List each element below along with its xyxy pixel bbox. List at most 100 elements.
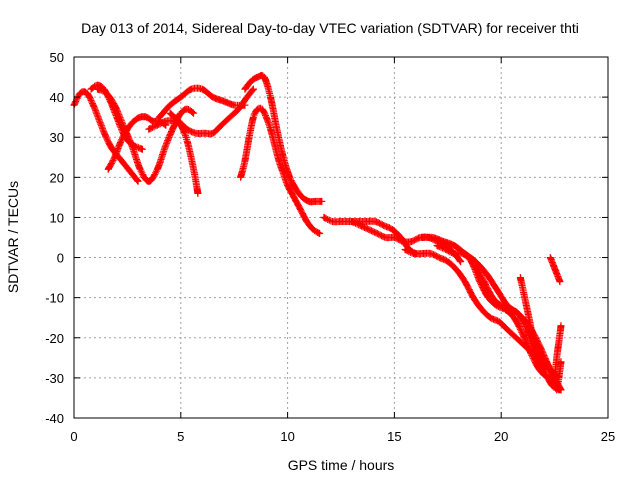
- data-point: [243, 88, 246, 91]
- grid-layer: [74, 57, 608, 418]
- data-point: [513, 316, 516, 319]
- data-point: [228, 116, 231, 119]
- y-tick-label: 50: [50, 50, 64, 65]
- data-point: [474, 264, 477, 267]
- data-point: [192, 168, 195, 171]
- data-point: [250, 80, 253, 83]
- data-point: [194, 132, 197, 135]
- data-point: [318, 232, 321, 235]
- data-point: [401, 240, 404, 243]
- data-point: [549, 368, 552, 371]
- data-point: [177, 120, 180, 123]
- data-point: [275, 128, 278, 131]
- data-point: [105, 92, 108, 95]
- data-point: [517, 312, 520, 315]
- data-point: [132, 120, 135, 123]
- series-markers: [551, 322, 565, 382]
- series-track-09: [241, 71, 326, 206]
- data-point: [463, 280, 466, 283]
- x-tick-label: 0: [70, 429, 77, 444]
- series-track-08: [237, 104, 324, 237]
- data-point: [431, 236, 434, 239]
- data-point: [367, 228, 370, 231]
- data-point: [463, 252, 466, 255]
- data-point: [359, 224, 362, 227]
- x-tick-label: 5: [177, 429, 184, 444]
- data-point: [542, 368, 545, 371]
- data-point: [498, 320, 501, 323]
- series-track-07: [155, 84, 249, 121]
- data-point: [288, 176, 291, 179]
- data-point: [211, 96, 214, 99]
- data-point: [515, 336, 518, 339]
- data-point: [478, 280, 481, 283]
- series-markers: [546, 254, 564, 286]
- data-point: [156, 168, 159, 171]
- data-point: [446, 260, 449, 263]
- x-tick-label: 25: [601, 429, 615, 444]
- plot-frame: [73, 56, 609, 419]
- data-point: [246, 96, 249, 99]
- data-point: [211, 132, 214, 135]
- series-track-05: [145, 117, 202, 197]
- data-point: [92, 104, 95, 107]
- y-tick-label: 30: [50, 130, 64, 145]
- data-point: [551, 384, 554, 387]
- data-point: [256, 108, 259, 111]
- data-point: [158, 116, 161, 119]
- data-layer: [70, 71, 565, 394]
- data-point: [295, 188, 298, 191]
- data-point: [190, 88, 193, 91]
- data-point: [164, 120, 167, 123]
- data-point: [156, 124, 159, 127]
- data-point: [508, 308, 511, 311]
- data-point: [164, 144, 167, 147]
- data-point: [239, 176, 242, 179]
- data-point: [384, 236, 387, 239]
- data-point: [374, 220, 377, 223]
- data-point: [322, 216, 325, 219]
- data-point: [196, 192, 199, 195]
- data-point: [147, 128, 150, 131]
- data-point: [203, 132, 206, 135]
- data-point: [269, 96, 272, 99]
- data-point: [525, 328, 528, 331]
- data-point: [393, 236, 396, 239]
- y-axis-label: SDTVAR / TECUs: [5, 181, 21, 293]
- data-point: [79, 92, 82, 95]
- data-point: [119, 140, 122, 143]
- data-point: [293, 196, 296, 199]
- data-point: [523, 296, 526, 299]
- data-point: [472, 296, 475, 299]
- data-point: [113, 104, 116, 107]
- data-point: [545, 360, 548, 363]
- data-point: [540, 356, 543, 359]
- data-point: [314, 200, 317, 203]
- data-point: [555, 272, 558, 275]
- data-point: [560, 360, 563, 363]
- data-point: [286, 184, 289, 187]
- data-point: [252, 116, 255, 119]
- y-tick-label: 0: [57, 251, 64, 266]
- data-point: [278, 160, 281, 163]
- data-point: [442, 240, 445, 243]
- data-point: [122, 124, 125, 127]
- data-point: [299, 208, 302, 211]
- data-point: [429, 252, 432, 255]
- data-point: [320, 200, 323, 203]
- data-point: [519, 276, 522, 279]
- data-point: [557, 340, 560, 343]
- data-point: [530, 352, 533, 355]
- data-point: [404, 248, 407, 251]
- data-point: [113, 156, 116, 159]
- data-point: [491, 296, 494, 299]
- data-point: [552, 264, 555, 267]
- data-point: [438, 256, 441, 259]
- data-point: [252, 88, 255, 91]
- data-point: [147, 180, 150, 183]
- data-point: [485, 272, 488, 275]
- y-tick-label: -20: [45, 331, 64, 346]
- data-point: [117, 156, 120, 159]
- data-point: [220, 124, 223, 127]
